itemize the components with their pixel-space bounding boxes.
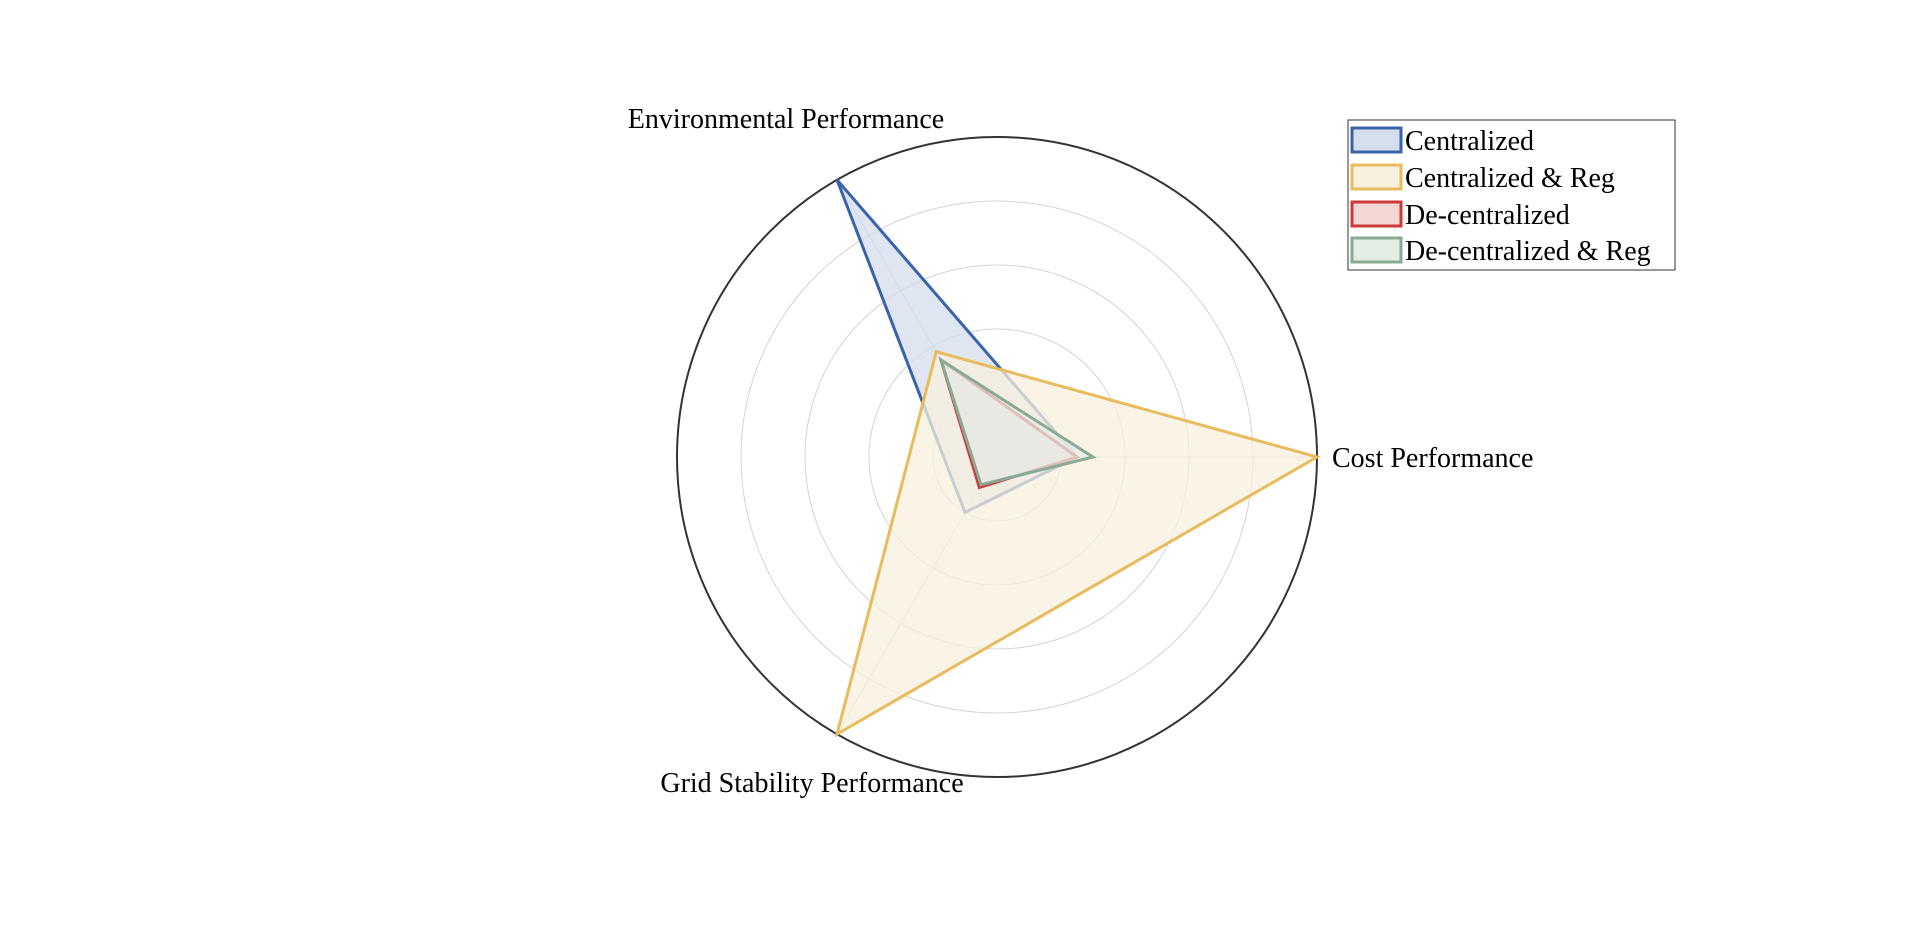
- axis-label-environmental: Environmental Performance: [628, 104, 944, 135]
- axis-label-cost: Cost Performance: [1332, 443, 1533, 474]
- legend-label: De-centralized & Reg: [1405, 236, 1651, 267]
- legend-swatch: [1350, 126, 1403, 154]
- axis-labels: Cost Performance Environmental Performan…: [628, 104, 1534, 799]
- legend-label: Centralized & Reg: [1405, 163, 1615, 194]
- legend-swatch: [1350, 236, 1403, 264]
- legend-swatch: [1350, 200, 1403, 228]
- legend: Centralized Centralized & Reg De-central…: [1347, 119, 1676, 271]
- series-polygon: [938, 356, 1097, 487]
- legend-entry-decentralized: De-centralized: [1350, 200, 1570, 231]
- series-polygon: [834, 349, 1321, 738]
- legend-swatch: [1350, 163, 1403, 191]
- legend-entry-decentralized-reg: De-centralized & Reg: [1350, 236, 1651, 267]
- legend-label: Centralized: [1405, 126, 1534, 157]
- legend-entry-centralized-reg: Centralized & Reg: [1350, 163, 1615, 194]
- legend-entry-centralized: Centralized: [1350, 126, 1534, 157]
- series-layer: [834, 178, 1321, 738]
- axis-label-grid-stability: Grid Stability Performance: [660, 768, 963, 799]
- legend-label: De-centralized: [1405, 200, 1570, 231]
